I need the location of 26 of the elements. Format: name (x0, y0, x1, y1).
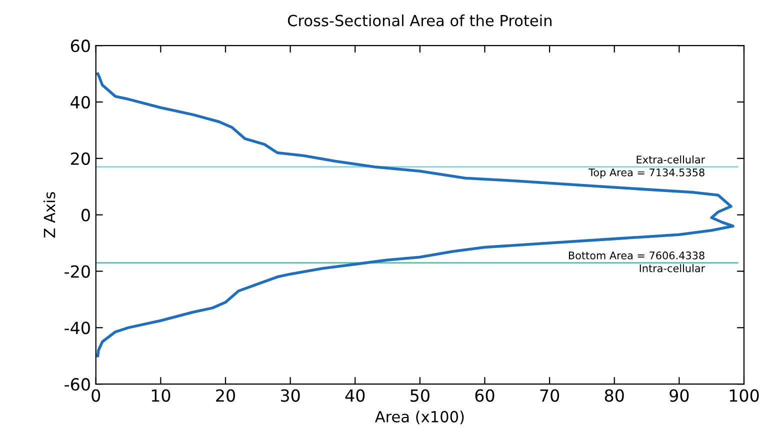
x-tick-label: 100 (730, 389, 759, 402)
y-tick-label: 40 (70, 96, 90, 109)
x-tick-label: 60 (475, 389, 494, 402)
x-axis-title: Area (x100) (374, 410, 464, 424)
x-tick-label: 0 (92, 389, 100, 402)
line-series (96, 72, 734, 358)
annotation: Extra-cellular (636, 155, 706, 164)
x-tick-label: 20 (216, 389, 235, 402)
x-tick-label: 40 (345, 389, 365, 402)
y-tick-label: 20 (71, 152, 90, 165)
x-tick-label: 50 (410, 389, 430, 402)
x-tick-label: 30 (280, 389, 300, 402)
y-tick-label: 60 (70, 40, 90, 52)
x-tick-label: 10 (152, 389, 170, 402)
y-tick-label: 0 (82, 208, 90, 222)
annotation: Intra-cellular (640, 264, 706, 272)
x-tick-label: 90 (670, 389, 689, 402)
chart-title: Cross-Sectional Area of the Protein (288, 14, 552, 26)
x-tick-label: 80 (604, 389, 624, 402)
annotation: Top Area = 7134.5358 (588, 168, 704, 178)
y-tick-label: -20 (64, 265, 90, 278)
y-tick-label: -60 (64, 378, 90, 391)
y-axis-title: Z Axis (43, 192, 56, 238)
y-tick-label: -40 (64, 322, 90, 334)
annotation: Bottom Area = 7606.4338 (568, 252, 704, 260)
x-tick-label: 70 (540, 389, 560, 402)
